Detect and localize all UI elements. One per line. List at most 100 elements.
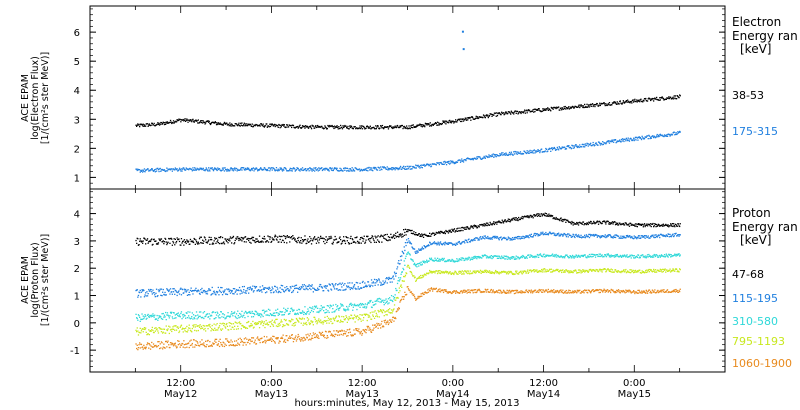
data-point <box>147 313 149 316</box>
data-point <box>435 242 437 244</box>
data-point <box>454 121 456 123</box>
data-point <box>182 240 184 242</box>
data-point <box>484 235 486 237</box>
data-point <box>643 235 646 237</box>
data-point <box>338 170 341 172</box>
data-point <box>234 125 236 127</box>
data-point <box>503 255 505 257</box>
data-point <box>392 167 394 169</box>
data-point <box>171 168 173 170</box>
data-point <box>604 221 606 224</box>
data-point <box>377 235 379 237</box>
data-point <box>352 168 354 170</box>
data-point <box>332 241 334 243</box>
data-point <box>194 167 196 169</box>
data-point <box>151 291 153 293</box>
data-point <box>370 167 373 169</box>
data-point <box>633 100 635 102</box>
data-point <box>642 101 644 103</box>
data-point <box>635 101 637 103</box>
data-point <box>259 321 261 323</box>
data-point <box>326 241 328 243</box>
data-point <box>207 240 209 243</box>
data-point <box>487 114 489 116</box>
data-point <box>267 167 270 169</box>
data-point <box>392 126 394 128</box>
data-point <box>441 122 443 125</box>
data-point <box>417 234 419 236</box>
data-point <box>386 239 388 241</box>
data-point <box>624 237 626 239</box>
data-point <box>136 242 138 244</box>
data-point <box>284 167 287 170</box>
data-point <box>243 314 245 316</box>
data-point <box>555 253 557 256</box>
data-point <box>318 242 320 244</box>
data-point <box>663 134 666 136</box>
data-point <box>469 257 471 259</box>
data-point <box>283 318 285 321</box>
data-point <box>381 127 383 129</box>
data-point <box>407 241 409 243</box>
data-point <box>535 109 537 111</box>
data-point <box>142 318 144 320</box>
data-point <box>137 238 139 240</box>
data-point <box>500 114 502 116</box>
data-point <box>256 313 258 315</box>
data-point <box>443 163 445 165</box>
data-point <box>275 167 278 169</box>
data-point <box>277 126 279 128</box>
data-point <box>419 235 421 237</box>
data-point <box>166 167 168 169</box>
data-point <box>177 327 179 329</box>
data-point <box>455 162 457 164</box>
data-point <box>298 286 301 289</box>
data-point <box>369 285 371 288</box>
data-point <box>206 325 209 327</box>
data-point <box>338 241 340 243</box>
data-point <box>524 215 526 217</box>
data-point <box>544 214 546 217</box>
data-point <box>407 127 410 130</box>
data-point <box>339 127 341 130</box>
data-point <box>302 285 304 288</box>
data-point <box>240 313 242 315</box>
data-point <box>573 145 575 147</box>
data-point <box>163 123 166 126</box>
data-point <box>590 255 592 257</box>
data-point <box>528 109 531 111</box>
data-point <box>163 294 166 296</box>
data-point <box>352 306 354 308</box>
data-point <box>424 126 426 128</box>
data-point <box>454 161 456 164</box>
data-point <box>202 312 204 314</box>
data-point <box>605 235 608 237</box>
data-point <box>288 236 290 238</box>
data-point <box>305 313 307 315</box>
data-point <box>577 106 579 108</box>
data-point <box>356 236 358 238</box>
data-point <box>151 168 153 170</box>
data-point <box>607 220 609 223</box>
data-point <box>553 232 555 234</box>
data-point <box>429 122 431 124</box>
data-point <box>175 325 177 327</box>
data-point <box>574 236 576 239</box>
data-point <box>205 330 207 332</box>
data-point <box>636 137 638 139</box>
data-point <box>175 240 178 243</box>
data-point <box>244 167 247 170</box>
data-point <box>582 221 585 223</box>
data-point <box>577 234 580 236</box>
data-point <box>254 168 256 171</box>
data-point <box>183 239 186 241</box>
data-point <box>455 230 457 232</box>
data-point <box>344 283 346 285</box>
data-point <box>438 124 440 126</box>
data-point <box>450 231 453 233</box>
data-point <box>329 237 331 239</box>
data-point <box>394 273 396 275</box>
data-point <box>280 235 282 238</box>
data-point <box>257 314 259 317</box>
